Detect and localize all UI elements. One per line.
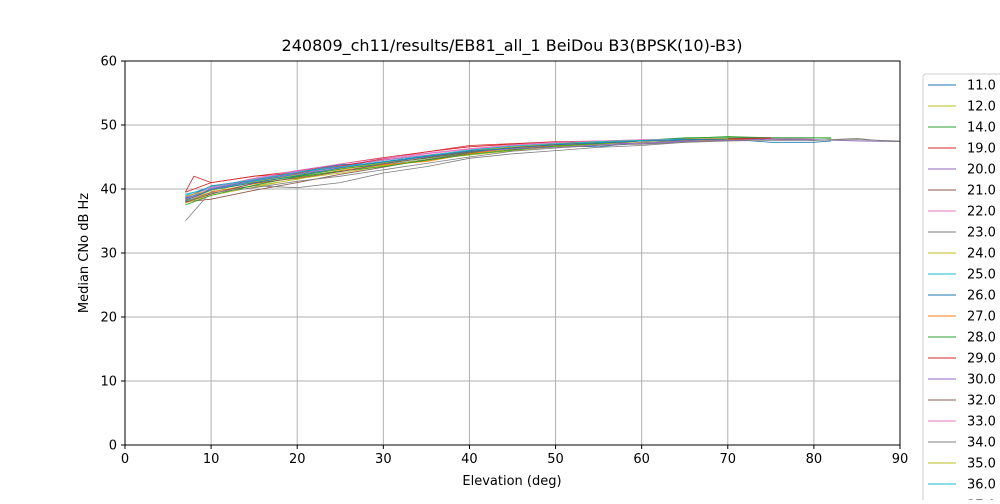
legend-label: 26.0 xyxy=(967,289,996,304)
x-tick-label: 60 xyxy=(633,452,650,467)
legend-label: 25.0 xyxy=(967,268,996,283)
y-tick-label: 10 xyxy=(100,375,117,390)
legend-label: 22.0 xyxy=(967,205,996,220)
y-tick-label: 30 xyxy=(100,247,117,262)
legend: 11.0 12.0 14.0 19.0 20.0 21.0 22.0 23.0 24.0 25.0… xyxy=(922,73,1000,504)
x-tick-label: 40 xyxy=(461,452,478,467)
legend-label: 35.0 xyxy=(967,457,996,472)
chart-title: 240809_ch11/results/EB81_all_1 BeiDou B3… xyxy=(282,36,743,56)
legend-label: 23.0 xyxy=(967,226,996,241)
legend-label: 32.0 xyxy=(967,394,996,409)
series-line-30.0 xyxy=(185,138,814,200)
legend-label: 29.0 xyxy=(967,352,996,367)
legend-label: 24.0 xyxy=(967,247,996,262)
x-tick-label: 10 xyxy=(203,452,220,467)
y-tick-label: 50 xyxy=(100,119,117,134)
x-tick-label: 70 xyxy=(720,452,737,467)
x-tick-label: 0 xyxy=(121,452,129,467)
x-tick-label: 50 xyxy=(547,452,564,467)
x-tick-label: 90 xyxy=(892,452,909,467)
x-axis-label: Elevation (deg) xyxy=(462,474,561,489)
legend-label: 33.0 xyxy=(967,415,996,430)
legend-label: 20.0 xyxy=(967,163,996,178)
legend-label: 11.0 xyxy=(967,79,996,94)
legend-label: 21.0 xyxy=(967,184,996,199)
legend-label: 36.0 xyxy=(967,478,996,493)
x-tick-label: 20 xyxy=(289,452,306,467)
series-line-34.0 xyxy=(185,139,901,202)
legend-label: 27.0 xyxy=(967,310,996,325)
series-lines xyxy=(184,136,901,222)
y-tick-label: 60 xyxy=(100,55,117,70)
y-tick-label: 20 xyxy=(100,311,117,326)
legend-label: 34.0 xyxy=(967,436,996,451)
legend-label: 14.0 xyxy=(967,121,996,136)
x-tick-label: 30 xyxy=(375,452,392,467)
legend-label: 12.0 xyxy=(967,100,996,115)
legend-label: 28.0 xyxy=(967,331,996,346)
y-tick-label: 0 xyxy=(109,439,117,454)
y-tick-label: 40 xyxy=(100,183,117,198)
legend-label: 30.0 xyxy=(967,373,996,388)
series-line-33.0 xyxy=(185,138,728,198)
series-line-36.0 xyxy=(185,138,685,196)
x-tick-label: 80 xyxy=(806,452,823,467)
series-line-37.0 xyxy=(185,138,728,201)
y-axis-label: Median CNo dB Hz xyxy=(77,193,92,313)
legend-label: 19.0 xyxy=(967,142,996,157)
legend-box xyxy=(922,73,1000,504)
axis-ticks: 0 10 20 30 40 50 60 70 80 90 0 10 20 30 40 50 60 xyxy=(100,55,908,468)
